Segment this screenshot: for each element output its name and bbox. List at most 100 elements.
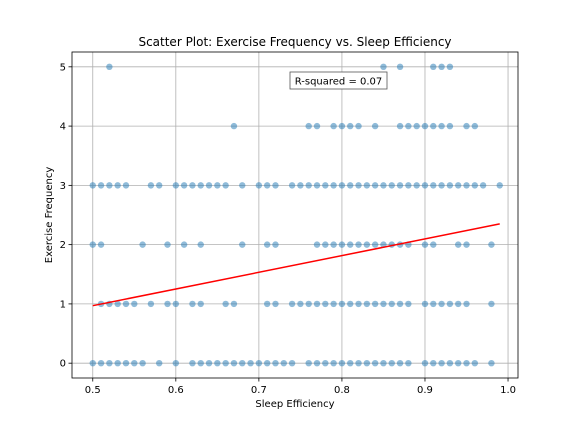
data-point (322, 182, 329, 189)
data-point (347, 359, 354, 367)
data-point (413, 122, 420, 130)
data-point (156, 182, 163, 189)
x-axis-label: Sleep Efficiency (255, 399, 334, 410)
x-tick-label: 0.9 (417, 385, 433, 396)
data-point (338, 122, 346, 130)
data-point (230, 300, 238, 308)
data-point (131, 300, 138, 308)
data-point (413, 182, 420, 189)
y-axis-label: Exercise Frequency (44, 167, 55, 264)
data-point (122, 300, 130, 308)
data-point (255, 359, 263, 367)
data-point (421, 122, 429, 130)
data-point (405, 122, 412, 130)
data-point (114, 300, 121, 308)
data-point (421, 182, 429, 189)
data-point (313, 182, 321, 189)
data-point (371, 182, 379, 189)
data-point (305, 122, 312, 130)
data-point (355, 122, 362, 130)
data-point (455, 300, 462, 308)
data-point (313, 122, 321, 130)
data-point (89, 359, 96, 367)
data-point (471, 182, 479, 189)
data-point (396, 359, 404, 367)
r-squared-annotation: R-squared = 0.07 (289, 71, 388, 90)
data-point (305, 359, 312, 367)
data-point (172, 359, 180, 367)
data-point (214, 359, 221, 367)
data-point (272, 359, 279, 367)
data-point (330, 359, 337, 367)
y-axis-ticks: 0 1 2 3 4 5 (60, 62, 72, 370)
data-point (189, 182, 196, 189)
data-point (405, 359, 412, 367)
data-point (214, 182, 221, 189)
data-point (230, 359, 238, 367)
data-points (89, 63, 503, 367)
data-point (263, 241, 271, 248)
data-point (230, 122, 238, 130)
data-point (430, 182, 437, 189)
data-point (438, 122, 445, 130)
data-point (189, 359, 196, 367)
data-point (380, 63, 387, 71)
trendline-layer (92, 223, 500, 307)
data-point (180, 182, 188, 189)
data-point (446, 122, 454, 130)
data-point (89, 241, 96, 248)
data-point (446, 63, 454, 71)
data-point (355, 182, 362, 189)
data-point (164, 241, 171, 248)
data-point (288, 182, 296, 189)
data-point (197, 359, 204, 367)
data-point (380, 300, 387, 308)
data-point (263, 182, 271, 189)
y-tick-label: 4 (60, 122, 66, 133)
x-tick-label: 0.6 (168, 385, 184, 396)
data-point (297, 182, 304, 189)
data-point (438, 63, 445, 71)
data-point (396, 122, 404, 130)
data-point (147, 300, 155, 308)
data-point (388, 182, 395, 189)
data-point (139, 241, 146, 248)
data-point (430, 122, 437, 130)
data-point (430, 63, 437, 71)
data-point (396, 182, 404, 189)
chart-title: Scatter Plot: Exercise Frequency vs. Sle… (138, 35, 451, 49)
y-tick-label: 5 (60, 62, 66, 73)
data-point (421, 300, 429, 308)
data-point (197, 241, 204, 248)
data-point (488, 359, 495, 367)
data-point (97, 359, 105, 367)
data-point (355, 241, 362, 248)
data-point (380, 182, 387, 189)
x-tick-label: 1.0 (500, 385, 516, 396)
data-point (322, 241, 329, 248)
data-point (222, 359, 229, 367)
data-point (405, 182, 412, 189)
data-point (288, 359, 296, 367)
data-point (388, 359, 395, 367)
data-point (114, 359, 121, 367)
data-point (463, 359, 470, 367)
data-point (106, 359, 113, 367)
data-point (363, 300, 371, 308)
y-tick-label: 0 (60, 359, 66, 370)
data-point (363, 241, 371, 248)
data-point (371, 359, 379, 367)
data-point (446, 300, 454, 308)
data-point (430, 241, 437, 248)
data-point (239, 359, 246, 367)
data-point (272, 300, 279, 308)
data-point (463, 300, 470, 308)
data-point (189, 300, 196, 308)
data-point (131, 359, 138, 367)
data-point (338, 182, 346, 189)
data-point (463, 122, 470, 130)
data-point (156, 359, 163, 367)
data-point (405, 300, 412, 308)
y-tick-label: 2 (60, 240, 66, 251)
